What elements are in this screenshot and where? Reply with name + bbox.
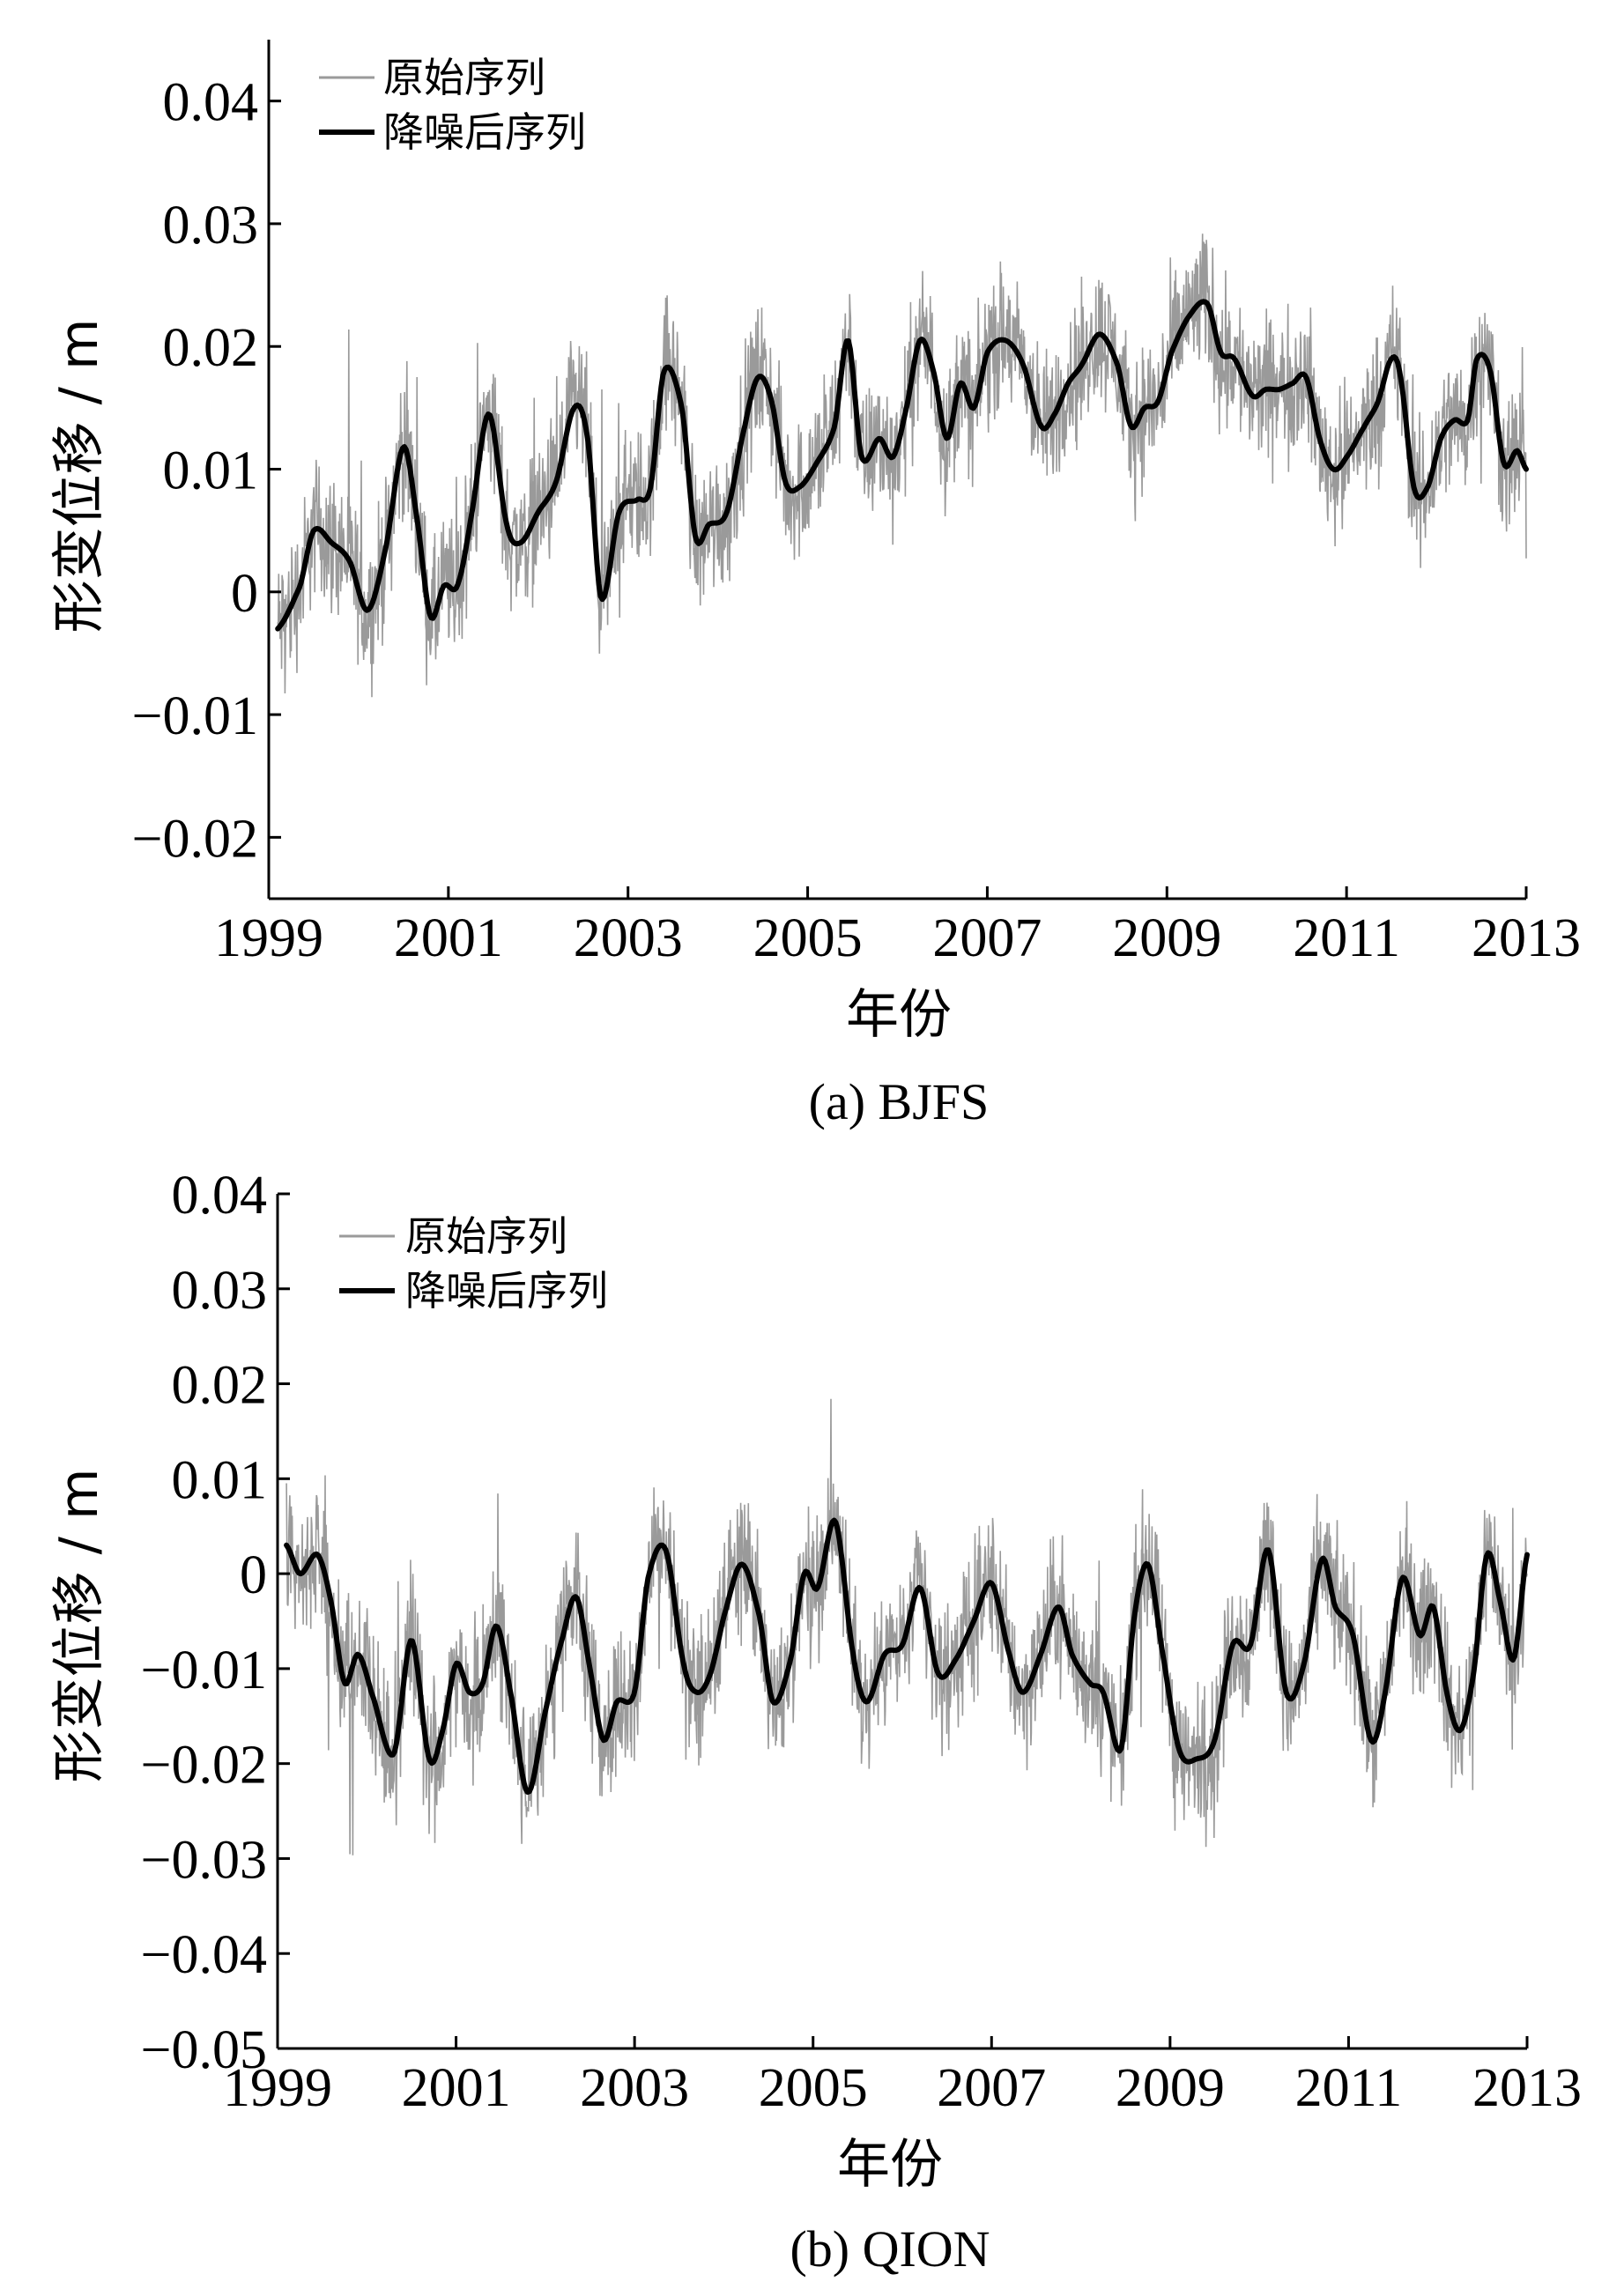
axis-ticks-bjfs: 1999 2001 2003 2005 2007 2009 2011 2013 −0.02 −0.…	[132, 73, 1581, 968]
x-tick-label: 2005	[753, 908, 863, 968]
y-tick-label: 0.04	[172, 1166, 268, 1226]
denoised-series-qion	[284, 1517, 1530, 1795]
x-tick-label: 2013	[1472, 908, 1581, 968]
x-tick-label: 2003	[580, 2058, 689, 2118]
legend-label-raw-qion: 原始序列	[405, 1212, 567, 1260]
y-tick-label: 0	[240, 1545, 267, 1605]
x-tick-label: 2001	[394, 908, 503, 968]
y-tick-label: 0.03	[163, 196, 259, 256]
caption-qion: (b) QION	[790, 2220, 990, 2278]
x-tick-label: 1999	[214, 908, 323, 968]
legend-label-denoised-bjfs: 降噪后序列	[383, 108, 586, 156]
chart-bjfs: 1999 2001 2003 2005 2007 2009 2011 2013 −0.02 −0.…	[48, 40, 1581, 1130]
y-axis-title-qion: 形变位移 / m	[48, 1469, 110, 1783]
y-tick-label: −0.02	[141, 1736, 267, 1796]
y-tick-label: −0.03	[141, 1830, 267, 1890]
y-tick-label: −0.02	[132, 809, 258, 869]
x-tick-label: 2007	[932, 908, 1042, 968]
x-tick-label: 2003	[574, 908, 683, 968]
x-tick-label: 2005	[759, 2058, 868, 2118]
y-tick-label: 0.02	[163, 318, 259, 378]
x-tick-label: 2009	[1116, 2058, 1225, 2118]
x-axis-title-qion: 年份	[837, 2134, 943, 2196]
y-axis-title-bjfs: 形变位移 / m	[48, 319, 110, 633]
y-tick-label: 0	[231, 564, 258, 624]
y-tick-label: −0.01	[132, 686, 258, 746]
caption-bjfs: (a) BJFS	[809, 1073, 990, 1130]
y-tick-label: −0.04	[141, 1925, 267, 1985]
y-tick-label: 0.04	[163, 73, 259, 133]
x-tick-label: 2011	[1295, 2058, 1403, 2118]
y-tick-label: −0.01	[141, 1641, 267, 1700]
x-axis-title-bjfs: 年份	[846, 984, 952, 1046]
legend-label-raw-bjfs: 原始序列	[383, 54, 545, 101]
y-tick-label: 0.03	[172, 1261, 268, 1321]
x-tick-label: 2009	[1112, 908, 1221, 968]
y-tick-label: 0.02	[172, 1356, 268, 1416]
y-tick-label: 0.01	[172, 1450, 268, 1510]
chart-qion: 1999 2001 2003 2005 2007 2009 2011 2013 −0.05 −0.…	[48, 1166, 1582, 2278]
x-tick-label: 2011	[1293, 908, 1400, 968]
denoised-series-bjfs	[275, 299, 1529, 632]
x-tick-label: 1999	[223, 2058, 332, 2118]
x-tick-label: 2013	[1472, 2058, 1582, 2118]
y-tick-label: −0.05	[141, 2020, 267, 2080]
legend-qion: 原始序列 降噪后序列	[339, 1212, 608, 1315]
legend-label-denoised-qion: 降噪后序列	[405, 1267, 608, 1315]
y-tick-label: 0.01	[163, 441, 259, 501]
legend-bjfs: 原始序列 降噪后序列	[319, 54, 586, 156]
axis-ticks-qion: 1999 2001 2003 2005 2007 2009 2011 2013 −0.05 −0.…	[141, 1166, 1582, 2118]
x-tick-label: 2001	[402, 2058, 511, 2118]
x-tick-label: 2007	[937, 2058, 1046, 2118]
